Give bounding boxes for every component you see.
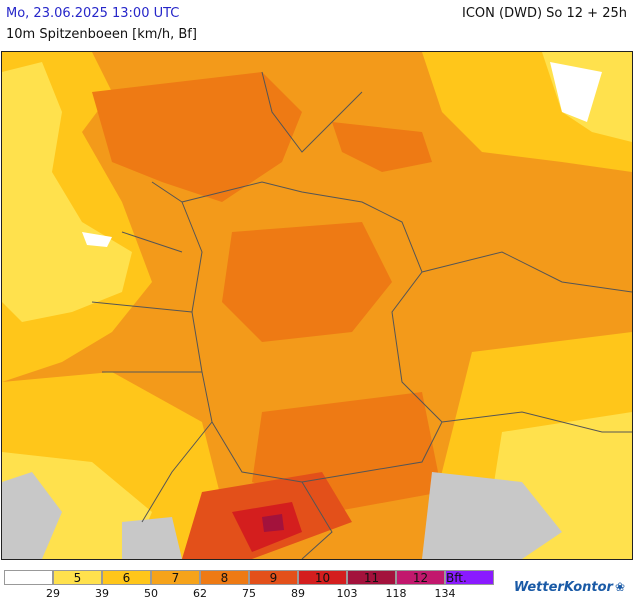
zone-bft8-central <box>222 222 392 342</box>
legend-cell: 7 <box>151 570 200 585</box>
wind-swirl-icon: ❀ <box>614 580 625 594</box>
legend-cell: 8 <box>200 570 249 585</box>
terrain-mask-southeast <box>422 472 562 559</box>
zone-bft5-west <box>2 62 132 322</box>
zone-bft8-north <box>92 72 302 202</box>
legend-tick-label: 62 <box>193 587 207 600</box>
legend-cell <box>4 570 53 585</box>
legend-tick-label: 89 <box>291 587 305 600</box>
legend-tick-label: 134 <box>434 587 456 600</box>
legend-cell: Bft. <box>445 570 494 585</box>
legend-tick-label: 29 <box>46 587 60 600</box>
legend-tick-label: 50 <box>144 587 158 600</box>
legend-tick-label: 103 <box>336 587 358 600</box>
legend-cell: 9 <box>249 570 298 585</box>
zone-bft11-alps <box>262 514 284 532</box>
model-run-label: ICON (DWD) So 12 + 25h <box>462 6 627 21</box>
legend-tick-label: 39 <box>95 587 109 600</box>
gust-map <box>1 51 633 560</box>
map-canvas <box>2 52 632 559</box>
zone-bft8-baltic <box>332 122 432 172</box>
forecast-datetime: Mo, 23.06.2025 13:00 UTC <box>6 6 180 21</box>
legend-cell: 6 <box>102 570 151 585</box>
parameter-title: 10m Spitzenboeen [km/h, Bf] <box>6 27 197 42</box>
brand-logo: WetterKontor ❀ <box>514 580 625 595</box>
legend-cell: 11 <box>347 570 396 585</box>
brand-name: WetterKontor <box>513 580 613 595</box>
country-borders <box>91 71 632 559</box>
legend-tick-label: 75 <box>242 587 256 600</box>
terrain-mask-south <box>122 517 182 559</box>
legend-cell: 10 <box>298 570 347 585</box>
legend-cell: 5 <box>53 570 102 585</box>
zone-calm-west <box>82 232 112 247</box>
terrain-mask-southwest <box>2 472 62 559</box>
legend-tick-label: 118 <box>385 587 407 600</box>
zone-calm-northeast <box>550 62 602 122</box>
legend-cell: 12 <box>396 570 445 585</box>
